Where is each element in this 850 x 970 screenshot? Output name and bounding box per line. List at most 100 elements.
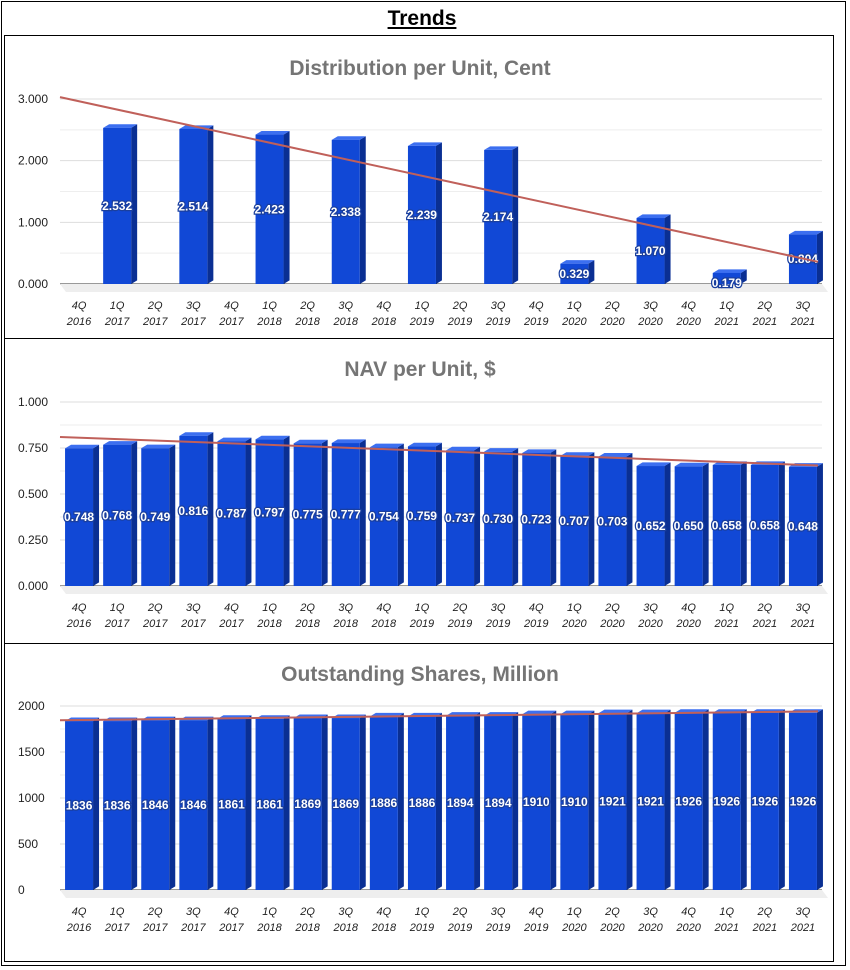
bar-side [359,714,366,890]
bar-top [331,439,366,444]
bar-side [550,710,557,890]
x-tick-label: 2Q 2017 [142,602,168,630]
data-label: 0.650 [674,519,704,533]
bar-side [169,444,176,586]
bar [484,451,513,586]
chart-floor [60,586,828,594]
bar [103,127,132,284]
bar [788,466,817,586]
bar-side [435,142,442,284]
bar [750,712,779,890]
distribution-chart: Distribution per Unit, Cent 0.000 1.000 2.0… [18,57,828,328]
data-label: 2.174 [483,210,513,224]
x-tick-label: 3Q 2020 [637,906,663,934]
bar-side [321,714,328,890]
x-tick-label: 3Q 2021 [790,906,815,934]
data-label: 0.797 [255,506,285,520]
bar-top [522,710,557,715]
bar-side [131,441,138,586]
charts-frame [4,35,834,962]
x-tick-label: 3Q 2018 [333,906,359,934]
bar-side [435,712,442,890]
data-label: 1886 [409,796,436,810]
y-tick-label: 1500 [18,745,45,759]
bar-top [598,453,633,457]
x-tick-label: 2Q 2019 [447,602,472,630]
y-tick-label: 2000 [18,699,45,713]
x-tick-label: 2Q 2017 [142,906,168,934]
bar [369,447,398,586]
bar-top [407,442,442,447]
x-tick-label: 1Q 2019 [409,906,434,934]
x-tick-label: 1Q 2019 [409,300,434,328]
bar [141,720,170,890]
data-label: 1926 [751,794,778,808]
bar [179,128,208,284]
bar-side [283,715,290,890]
bar-side [664,462,671,586]
chart-title: Distribution per Unit, Cent [289,57,550,80]
bar [636,713,665,890]
data-label: 0.329 [559,267,589,281]
bar-top [712,269,747,273]
bar-side [740,269,747,284]
x-tick-label: 4Q 2018 [371,602,397,630]
y-tick-label: 0.750 [18,441,48,455]
data-label: 0.652 [636,519,666,533]
data-label: 0.748 [64,510,94,524]
bar-top [103,124,138,128]
data-label: 0.658 [712,518,742,532]
data-label: 2.338 [331,205,361,219]
x-tick-label: 1Q 2021 [714,906,739,934]
x-tick-label: 4Q 2017 [218,300,244,328]
bar-top [636,214,671,219]
bar-top [217,437,252,442]
data-label: 1894 [447,796,474,810]
x-tick-label: 3Q 2017 [180,906,206,934]
data-label: 1894 [485,796,512,810]
x-tick-label: 2Q 2021 [752,906,777,934]
bar [636,466,665,586]
bar-side [778,709,785,890]
bar-top [255,130,290,135]
data-label: 1846 [180,798,207,812]
data-label: 0.777 [331,508,361,522]
y-tick-label: 0.000 [18,277,48,291]
bar [179,435,208,586]
bar [750,464,779,586]
bar [407,716,436,890]
x-tick-label: 1Q 2019 [409,602,434,630]
bar [788,712,817,890]
bar-top [65,444,100,449]
data-label: 0.737 [445,511,475,525]
bar-top [636,462,671,467]
bar-side [435,442,442,586]
bar-top [446,446,481,451]
chart-title: NAV per Unit, $ [344,358,496,381]
bar [484,715,513,890]
y-tick-label: 1.000 [18,215,48,229]
x-tick-label: 4Q 2019 [523,906,548,934]
y-tick-label: 0.500 [18,487,48,501]
x-tick-label: 1Q 2020 [561,300,587,328]
bar-side [321,439,328,586]
x-tick-label: 4Q 2020 [675,906,701,934]
bar [331,718,360,890]
x-tick-label: 4Q 2016 [66,300,92,328]
x-tick-label: 1Q 2020 [561,602,587,630]
bar [598,713,627,890]
x-tick-label: 2Q 2021 [752,602,777,630]
bar [446,715,475,890]
bar [522,714,551,890]
x-tick-label: 1Q 2018 [256,300,282,328]
y-tick-label: 3.000 [18,92,48,106]
bar-side [207,716,214,890]
bar-side [740,709,747,890]
data-label: 1910 [561,795,588,809]
trend-line [59,96,819,263]
bar-side [245,437,252,586]
bar-side [626,453,633,586]
bar [484,149,513,284]
data-label: 0.648 [788,519,818,533]
bar [65,448,94,586]
